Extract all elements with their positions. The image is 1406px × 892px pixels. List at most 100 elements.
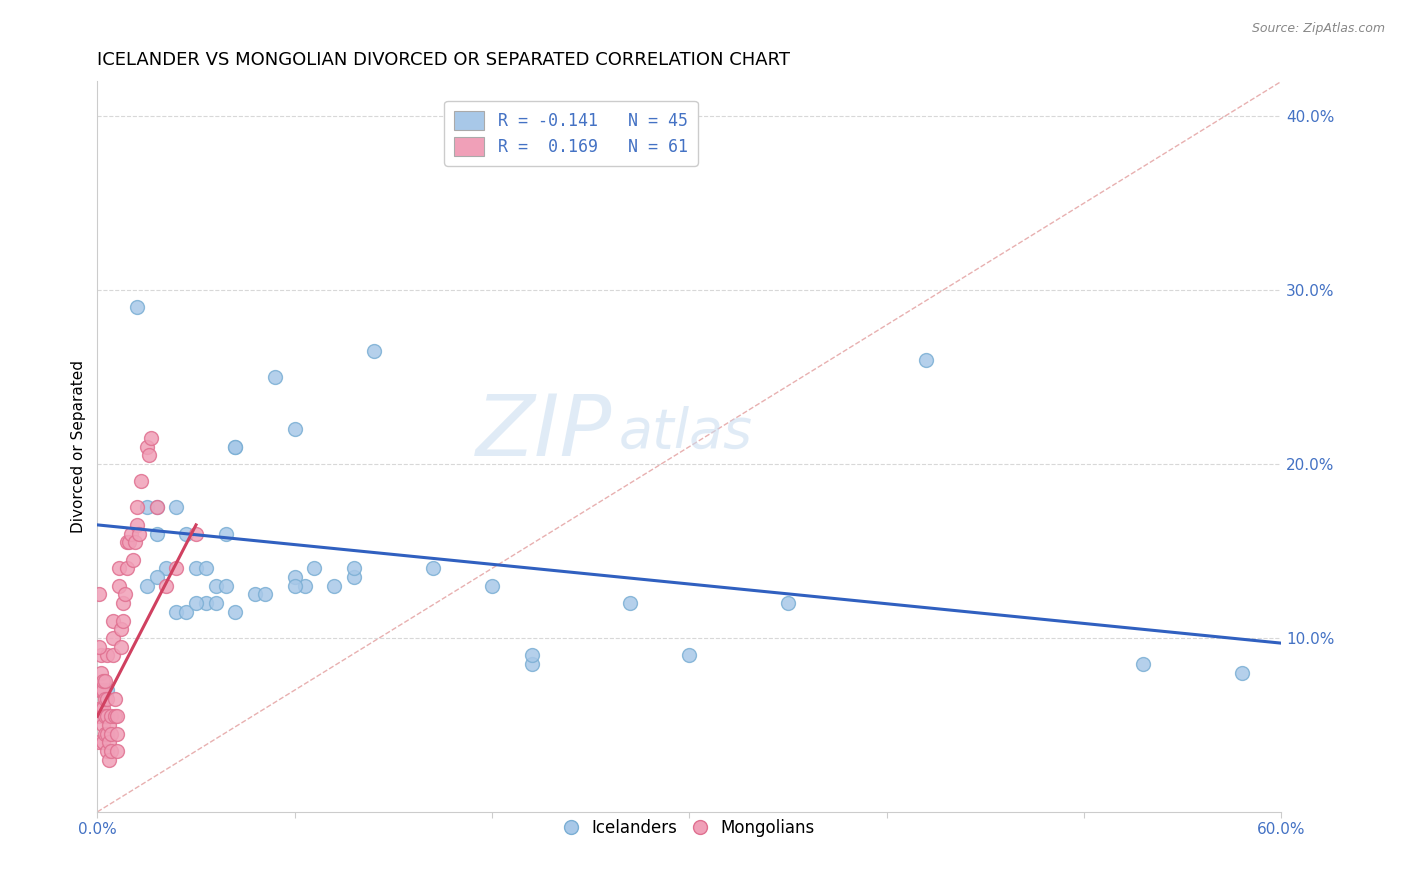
Point [204,596,226,610]
Text: atlas: atlas [619,406,752,458]
Text: Source: ZipAtlas.com: Source: ZipAtlas.com [1251,22,1385,36]
Point [89,587,111,601]
Point [91,735,114,749]
Point [165,561,187,575]
Point [155,561,177,575]
Point [96,648,118,663]
Point [1132,657,1154,671]
Point [105,744,128,758]
Point [184,596,207,610]
Point [174,605,197,619]
Point [110,622,132,636]
Point [94,709,117,723]
Point [125,301,148,315]
Point [145,500,167,515]
Point [145,500,167,515]
Point [915,352,938,367]
Point [481,579,503,593]
Point [89,709,111,723]
Point [135,579,157,593]
Point [122,552,145,566]
Point [89,735,111,749]
Point [245,587,267,601]
Point [139,431,162,445]
Point [224,605,246,619]
Point [284,570,307,584]
Point [98,718,121,732]
Point [294,579,316,593]
Point [105,709,128,723]
Point [100,744,122,758]
Point [145,570,167,584]
Point [124,535,146,549]
Point [104,691,127,706]
Point [204,579,226,593]
Point [100,709,122,723]
Point [94,674,117,689]
Point [91,683,114,698]
Point [110,640,132,654]
Point [284,579,307,593]
Y-axis label: Divorced or Separated: Divorced or Separated [72,360,86,533]
Point [174,526,197,541]
Point [118,535,141,549]
Point [184,526,207,541]
Point [422,561,444,575]
Point [165,500,187,515]
Point [94,726,117,740]
Point [214,526,236,541]
Point [343,570,366,584]
Point [363,343,385,358]
Point [194,561,217,575]
Point [619,596,641,610]
Point [96,691,118,706]
Point [89,683,111,698]
Point [104,709,127,723]
Point [101,614,124,628]
Point [135,440,157,454]
Point [98,735,121,749]
Text: ZIP: ZIP [477,391,613,474]
Point [98,753,121,767]
Point [128,526,150,541]
Point [254,587,277,601]
Point [138,448,160,462]
Point [224,440,246,454]
Point [214,579,236,593]
Point [91,718,114,732]
Point [224,440,246,454]
Legend: Icelanders, Mongolians: Icelanders, Mongolians [558,813,821,844]
Text: ICELANDER VS MONGOLIAN DIVORCED OR SEPARATED CORRELATION CHART: ICELANDER VS MONGOLIAN DIVORCED OR SEPAR… [97,51,790,69]
Point [194,596,217,610]
Point [1230,665,1253,680]
Point [520,657,543,671]
Point [129,475,152,489]
Point [90,700,112,714]
Point [184,561,207,575]
Point [90,665,112,680]
Point [678,648,700,663]
Point [111,596,134,610]
Point [91,674,114,689]
Point [100,726,122,740]
Point [114,587,136,601]
Point [89,640,111,654]
Point [91,700,114,714]
Point [284,422,307,436]
Point [304,561,326,575]
Point [96,709,118,723]
Point [264,370,287,384]
Point [108,579,131,593]
Point [90,683,112,698]
Point [125,500,148,515]
Point [101,648,124,663]
Point [165,605,187,619]
Point [135,500,157,515]
Point [776,596,799,610]
Point [145,526,167,541]
Point [155,579,177,593]
Point [111,614,134,628]
Point [101,631,124,645]
Point [120,526,142,541]
Point [96,726,118,740]
